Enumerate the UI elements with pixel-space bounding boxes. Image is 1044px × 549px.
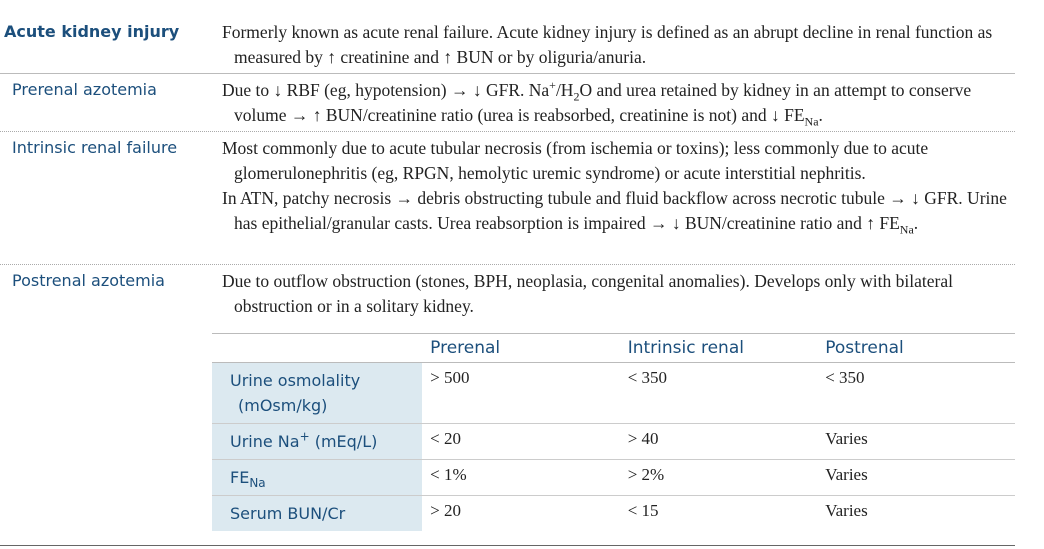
text: Urine osmolality (mOsm/kg) bbox=[230, 371, 361, 415]
cell: > 2% bbox=[619, 459, 818, 496]
text: FE bbox=[230, 468, 250, 487]
row: Urine osmolality (mOsm/kg) > 500 < 350 < 35… bbox=[212, 362, 1015, 424]
cell: > 20 bbox=[430, 501, 461, 520]
text: Most commonly due to acute tubular necro… bbox=[222, 138, 929, 183]
cell: Varies bbox=[817, 459, 1015, 496]
cell: < 350 bbox=[817, 362, 1015, 424]
row: Serum BUN/Cr > 20 < 15 Varies bbox=[212, 495, 1015, 531]
cell: < 20 bbox=[422, 423, 620, 460]
text: In ATN, patchy necrosis → debris obstruc… bbox=[222, 188, 1007, 233]
separator bbox=[0, 73, 1015, 74]
text: Na bbox=[249, 476, 266, 491]
term: Postrenal azotemia bbox=[12, 271, 165, 290]
term: Intrinsic renal failure bbox=[12, 138, 178, 157]
header-cell: Intrinsic renal bbox=[619, 333, 818, 363]
cell: < 1% bbox=[422, 459, 620, 496]
cell: > 500 bbox=[422, 362, 620, 424]
bottom-rule bbox=[0, 545, 1015, 546]
row-label: Serum BUN/Cr bbox=[212, 495, 423, 531]
definition: Due to outflow obstruction (stones, BPH,… bbox=[222, 269, 1012, 319]
text: (mEq/L) bbox=[309, 432, 378, 451]
header-cell bbox=[212, 333, 423, 363]
cell: > 40 bbox=[619, 423, 818, 460]
cell: Varies bbox=[825, 501, 868, 520]
text: Due to ↓ RBF (eg, hypotension) → ↓ GFR. … bbox=[222, 80, 550, 100]
row-label: Urine Na+ (mEq/L) bbox=[212, 423, 423, 460]
header-row: Prerenal Intrinsic renal Postrenal bbox=[212, 333, 1015, 363]
text: Due to outflow obstruction (stones, BPH,… bbox=[222, 271, 953, 316]
header-cell: Prerenal bbox=[422, 333, 620, 363]
definition: Most commonly due to acute tubular necro… bbox=[222, 136, 1012, 236]
separator bbox=[0, 131, 1015, 132]
text: . bbox=[818, 105, 823, 125]
comparison-table: Prerenal Intrinsic renal Postrenal Urine o… bbox=[212, 333, 1015, 531]
cell: < 15 bbox=[627, 501, 659, 520]
definition: Formerly known as acute renal failure. A… bbox=[222, 20, 1012, 70]
row-label: Urine osmolality (mOsm/kg) bbox=[212, 362, 423, 424]
definition: Due to ↓ RBF (eg, hypotension) → ↓ GFR. … bbox=[222, 78, 1012, 128]
separator bbox=[0, 264, 1015, 265]
text: Serum BUN/Cr bbox=[230, 504, 346, 523]
row-label: FENa bbox=[212, 459, 423, 496]
row: Urine Na+ (mEq/L) < 20 > 40 Varies bbox=[212, 423, 1015, 460]
header-cell: Postrenal bbox=[817, 333, 1015, 363]
text: /H bbox=[555, 80, 574, 100]
cell: Varies bbox=[817, 423, 1015, 460]
text: Na bbox=[804, 114, 819, 129]
term: Prerenal azotemia bbox=[12, 80, 157, 99]
text: + bbox=[299, 429, 310, 444]
text: Formerly known as acute renal failure. A… bbox=[222, 22, 993, 67]
text: Urine Na bbox=[230, 432, 300, 451]
text: + bbox=[549, 78, 556, 93]
text: O and urea retained by kidney in an atte… bbox=[234, 80, 972, 125]
text: 2 bbox=[573, 89, 580, 104]
cell: < 350 bbox=[619, 362, 818, 424]
text: . bbox=[913, 213, 919, 233]
text: Na bbox=[899, 222, 914, 237]
term: Acute kidney injury bbox=[4, 22, 180, 41]
row: FENa < 1% > 2% Varies bbox=[212, 459, 1015, 496]
